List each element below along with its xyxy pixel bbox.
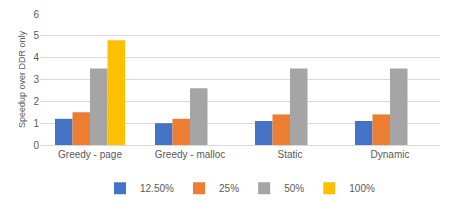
svg-text:4: 4 <box>33 52 39 63</box>
svg-text:12.50%: 12.50% <box>140 183 174 194</box>
svg-text:50%: 50% <box>284 183 304 194</box>
svg-text:Greedy - page: Greedy - page <box>58 149 122 160</box>
svg-text:Dynamic: Dynamic <box>371 149 410 160</box>
svg-text:1: 1 <box>33 118 39 129</box>
svg-text:Speedup over DDR only: Speedup over DDR only <box>17 30 27 128</box>
svg-text:Greedy - malloc: Greedy - malloc <box>155 149 226 160</box>
svg-text:2: 2 <box>33 96 39 107</box>
svg-text:6: 6 <box>33 9 39 20</box>
svg-text:100%: 100% <box>349 183 375 194</box>
svg-text:Static: Static <box>277 149 302 160</box>
svg-text:25%: 25% <box>219 183 239 194</box>
svg-text:5: 5 <box>33 30 39 41</box>
svg-text:3: 3 <box>33 74 39 85</box>
svg-text:0: 0 <box>33 140 39 151</box>
